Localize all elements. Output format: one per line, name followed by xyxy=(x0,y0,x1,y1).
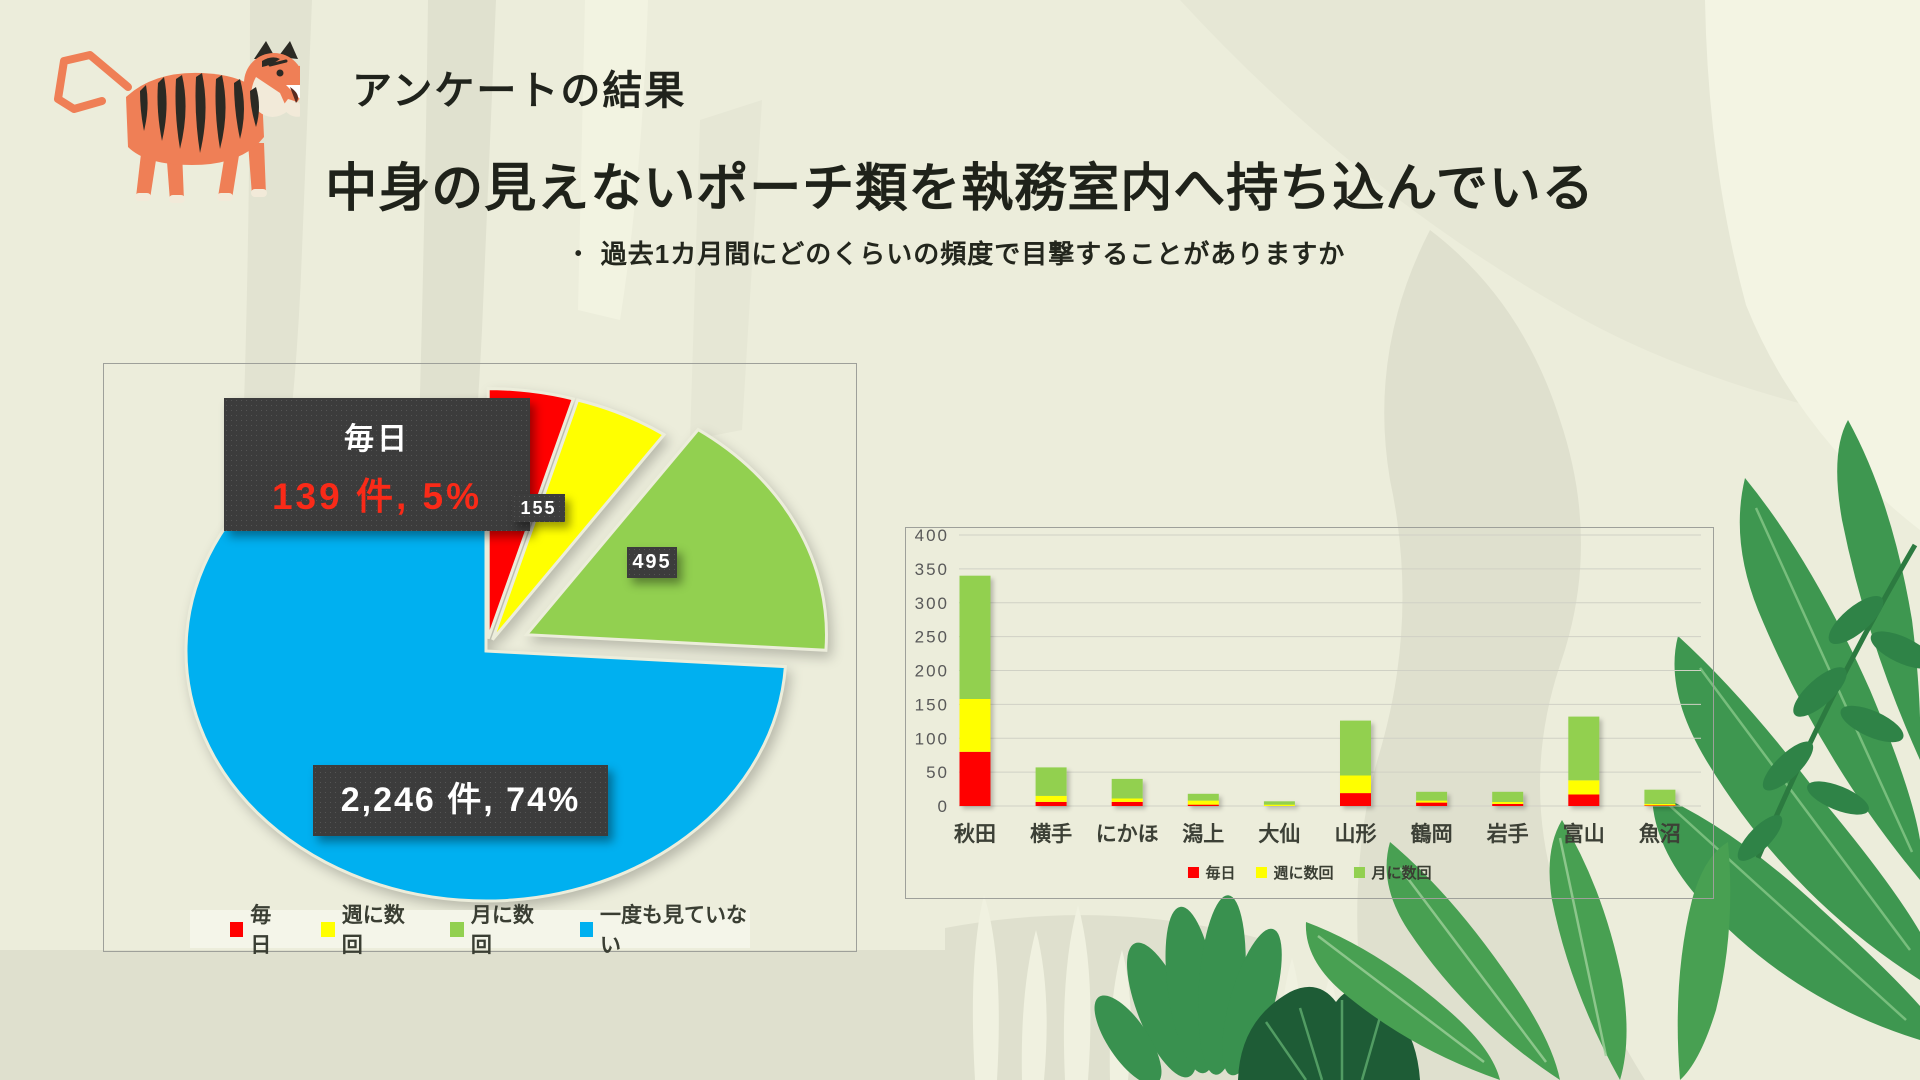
bar-chart-panel: 0 50 100 150 200 250 300 350 400 秋田 横手 にかほ 潟上 大仙 山形 鶴岡 岩… xyxy=(905,527,1714,899)
legend-swatch-icon xyxy=(1187,867,1199,878)
bar-segment-にかほ-1 xyxy=(1111,798,1143,802)
pie-legend: 毎日 週に数回 月に数回 一度も見ていない xyxy=(190,904,750,957)
pie-slice-1 xyxy=(491,398,667,641)
svg-text:400: 400 xyxy=(915,528,949,545)
pie-legend-item-2: 月に数回 xyxy=(450,899,545,959)
bar-segment-岩手-0 xyxy=(1492,804,1524,806)
hand-plant xyxy=(1094,895,1282,1080)
svg-text:鶴岡: 鶴岡 xyxy=(1411,822,1453,846)
bar-segment-山形-1 xyxy=(1340,775,1371,794)
pie-legend-item-3: 一度も見ていない xyxy=(579,899,750,959)
bar-segment-魚沼-1 xyxy=(1644,804,1676,806)
bar-segment-潟上-1 xyxy=(1187,800,1219,805)
pie-label-weekly: 155 xyxy=(512,494,565,522)
legend-swatch-icon xyxy=(450,921,464,937)
palm-veins-bottom xyxy=(1317,837,1608,1063)
bar-segment-大仙-1 xyxy=(1263,804,1295,806)
pie-callout-title: 毎日 xyxy=(344,423,410,456)
bar-legend: 毎日 週に数回 月に数回 xyxy=(1187,862,1432,883)
bar-segment-秋田-1 xyxy=(959,699,991,752)
bar-segment-魚沼-2 xyxy=(1644,789,1676,804)
svg-text:250: 250 xyxy=(915,628,949,647)
legend-swatch-icon xyxy=(1353,867,1365,878)
pie-callout-value: 139 件, 5% xyxy=(271,476,483,517)
svg-text:岩手: 岩手 xyxy=(1486,822,1529,846)
tiger-tail xyxy=(54,51,132,113)
legend-swatch-icon xyxy=(321,921,335,937)
pinnate-branch xyxy=(1737,543,1920,861)
slide-subtitle: 中身の見えないポーチ類を執務室内へ持ち込んでいる xyxy=(325,160,1595,218)
bar-segment-岩手-1 xyxy=(1492,801,1524,804)
svg-text:150: 150 xyxy=(915,695,949,714)
bar-series xyxy=(959,575,1676,806)
bar-segment-山形-0 xyxy=(1340,793,1371,806)
pie-slice-2 xyxy=(523,427,828,652)
legend-swatch-icon xyxy=(1255,867,1267,878)
svg-text:350: 350 xyxy=(915,560,949,579)
bar-segment-富山-1 xyxy=(1568,780,1600,795)
bar-segment-大仙-2 xyxy=(1263,801,1295,805)
bar-segment-鶴岡-2 xyxy=(1416,791,1448,801)
pie-legend-item-1: 週に数回 xyxy=(321,899,416,959)
bar-segment-富山-0 xyxy=(1568,794,1600,806)
bar-axis-labels: 0 50 100 150 200 250 300 350 400 秋田 横手 にかほ 潟上 大仙 山形 鶴岡 岩… xyxy=(915,528,1681,846)
bar-segment-山形-2 xyxy=(1340,720,1371,776)
legend-swatch-icon xyxy=(230,921,244,937)
svg-text:300: 300 xyxy=(915,594,949,613)
bar-segment-富山-2 xyxy=(1568,716,1600,781)
pie-label-monthly: 495 xyxy=(627,547,677,578)
bar-segment-横手-2 xyxy=(1035,767,1067,796)
svg-text:秋田: 秋田 xyxy=(954,823,996,846)
svg-text:潟上: 潟上 xyxy=(1182,823,1224,846)
bar-legend-item-1: 週に数回 xyxy=(1255,862,1334,883)
bar-segment-にかほ-0 xyxy=(1111,801,1143,806)
svg-text:富山: 富山 xyxy=(1563,822,1605,846)
bar-segment-魚沼-0 xyxy=(1644,805,1676,806)
svg-text:200: 200 xyxy=(915,662,949,681)
bar-legend-item-2: 月に数回 xyxy=(1353,862,1432,883)
svg-text:魚沼: 魚沼 xyxy=(1639,822,1681,846)
pie-callout-daily: 毎日 139 件, 5% xyxy=(224,398,530,531)
bar-segment-横手-0 xyxy=(1035,801,1067,806)
bullet-line: • 過去1カ月間にどのくらいの頻度で目撃することがありますか xyxy=(250,234,1670,271)
svg-text:0: 0 xyxy=(938,797,949,816)
svg-text:にかほ: にかほ xyxy=(1096,823,1159,846)
bar-segment-秋田-0 xyxy=(959,751,991,806)
bar-segment-鶴岡-0 xyxy=(1416,802,1448,806)
tiger-stripes xyxy=(140,57,280,153)
subtitle-block: 中身の見えないポーチ類を執務室内へ持ち込んでいる • 過去1カ月間にどのくらいの頻… xyxy=(250,160,1670,271)
bar-segment-潟上-0 xyxy=(1187,804,1219,806)
svg-text:横手: 横手 xyxy=(1030,823,1072,846)
bar-segment-秋田-2 xyxy=(959,575,991,699)
pie-chart-panel: 毎日 139 件, 5% 155 495 2,246 件, 74% 毎日 週に数回… xyxy=(103,363,857,957)
svg-text:山形: 山形 xyxy=(1335,823,1377,846)
bar-segment-鶴岡-1 xyxy=(1416,800,1448,803)
svg-text:100: 100 xyxy=(915,729,949,748)
bullet-text: 過去1カ月間にどのくらいの頻度で目撃することがありますか xyxy=(600,238,1346,269)
pie-label-never: 2,246 件, 74% xyxy=(313,765,608,836)
bar-legend-item-0: 毎日 xyxy=(1187,862,1235,883)
page-title: アンケートの結果 xyxy=(352,69,687,113)
bar-segment-横手-1 xyxy=(1035,795,1067,802)
legend-swatch-icon xyxy=(579,921,593,937)
bar-segment-にかほ-2 xyxy=(1111,778,1143,799)
tiger-illustration xyxy=(54,41,300,203)
pie-legend-item-0: 毎日 xyxy=(230,899,287,959)
bullet-marker: • xyxy=(574,242,583,265)
svg-text:大仙: 大仙 xyxy=(1258,822,1300,846)
bar-segment-潟上-2 xyxy=(1187,793,1219,801)
svg-text:50: 50 xyxy=(926,763,949,782)
bar-chart: 0 50 100 150 200 250 300 350 400 秋田 横手 にかほ 潟上 大仙 山形 鶴岡 岩… xyxy=(915,528,1701,846)
bar-segment-岩手-2 xyxy=(1492,791,1524,802)
